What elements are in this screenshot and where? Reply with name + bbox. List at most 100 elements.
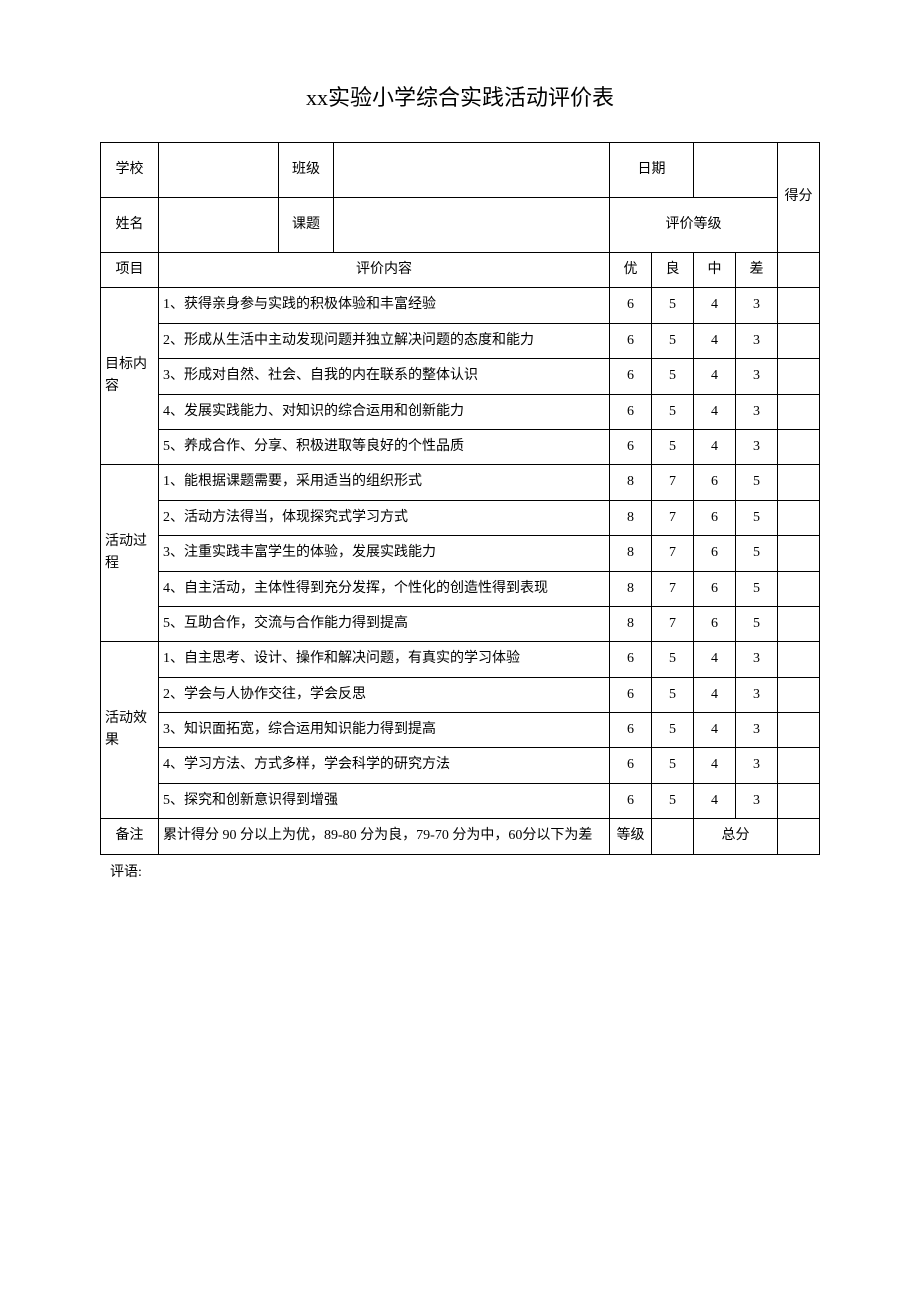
s3-r1-s1: 5 (652, 642, 694, 677)
remarks-text: 累计得分 90 分以上为优，89-80 分为良，79-70 分为中，60分以下为… (159, 819, 610, 854)
class-value[interactable] (334, 143, 610, 198)
s2-r2-s2: 6 (694, 500, 736, 535)
s2-r5-s3: 5 (736, 606, 778, 641)
s1-r1-s0: 6 (610, 288, 652, 323)
s1-r4-s0: 6 (610, 394, 652, 429)
s2-r3-s3: 5 (736, 536, 778, 571)
grade-good: 良 (652, 253, 694, 288)
date-label: 日期 (610, 143, 694, 198)
name-label: 姓名 (101, 198, 159, 253)
topic-label: 课题 (279, 198, 334, 253)
s1-r3-s3: 3 (736, 359, 778, 394)
s2-r1-s2: 6 (694, 465, 736, 500)
grade-medium: 中 (694, 253, 736, 288)
s1-r1-s1: 5 (652, 288, 694, 323)
s3-r3-s2: 4 (694, 713, 736, 748)
s1-r1-s3: 3 (736, 288, 778, 323)
s1-r4-s2: 4 (694, 394, 736, 429)
s2-r1-s3: 5 (736, 465, 778, 500)
s1-r3-score[interactable] (778, 359, 820, 394)
s2-r4-text: 4、自主活动，主体性得到充分发挥，个性化的创造性得到表现 (159, 571, 610, 606)
s3-r4-score[interactable] (778, 748, 820, 783)
s1-r1-s2: 4 (694, 288, 736, 323)
s1-r2-score[interactable] (778, 323, 820, 358)
s3-r5-s0: 6 (610, 783, 652, 818)
s3-r5-s1: 5 (652, 783, 694, 818)
s3-r4-s3: 3 (736, 748, 778, 783)
s3-r2-s0: 6 (610, 677, 652, 712)
s1-r1-text: 1、获得亲身参与实践的积极体验和丰富经验 (159, 288, 610, 323)
school-label: 学校 (101, 143, 159, 198)
s1-r3-s2: 4 (694, 359, 736, 394)
topic-value[interactable] (334, 198, 610, 253)
s1-r3-s1: 5 (652, 359, 694, 394)
s3-r2-s3: 3 (736, 677, 778, 712)
s3-r2-s2: 4 (694, 677, 736, 712)
score-label: 得分 (778, 143, 820, 253)
name-value[interactable] (159, 198, 279, 253)
s1-r5-score[interactable] (778, 429, 820, 464)
s3-r1-s3: 3 (736, 642, 778, 677)
s1-r2-s3: 3 (736, 323, 778, 358)
date-value[interactable] (694, 143, 778, 198)
section-3-label: 活动效果 (101, 642, 159, 819)
page-title: xx实验小学综合实践活动评价表 (100, 80, 820, 112)
grade-value[interactable] (652, 819, 694, 854)
s3-r1-s0: 6 (610, 642, 652, 677)
s1-r3-text: 3、形成对自然、社会、自我的内在联系的整体认识 (159, 359, 610, 394)
s2-r5-text: 5、互助合作，交流与合作能力得到提高 (159, 606, 610, 641)
s2-r3-text: 3、注重实践丰富学生的体验，发展实践能力 (159, 536, 610, 571)
s3-r2-text: 2、学会与人协作交往，学会反思 (159, 677, 610, 712)
s1-r4-s1: 5 (652, 394, 694, 429)
eval-content-label: 评价内容 (159, 253, 610, 288)
s2-r1-text: 1、能根据课题需要，采用适当的组织形式 (159, 465, 610, 500)
s2-r3-score[interactable] (778, 536, 820, 571)
s2-r3-s2: 6 (694, 536, 736, 571)
school-value[interactable] (159, 143, 279, 198)
section-2-label: 活动过程 (101, 465, 159, 642)
class-label: 班级 (279, 143, 334, 198)
s2-r1-score[interactable] (778, 465, 820, 500)
total-label: 总分 (694, 819, 778, 854)
s1-r2-s1: 5 (652, 323, 694, 358)
s3-r3-s3: 3 (736, 713, 778, 748)
comment-label: 评语: (100, 861, 820, 881)
s1-r5-s3: 3 (736, 429, 778, 464)
s2-r5-score[interactable] (778, 606, 820, 641)
s2-r4-score[interactable] (778, 571, 820, 606)
rating-level-label: 评价等级 (610, 198, 778, 253)
s1-r2-s2: 4 (694, 323, 736, 358)
s1-r4-s3: 3 (736, 394, 778, 429)
s3-r5-score[interactable] (778, 783, 820, 818)
s2-r1-s0: 8 (610, 465, 652, 500)
s2-r5-s2: 6 (694, 606, 736, 641)
s2-r4-s3: 5 (736, 571, 778, 606)
s2-r3-s0: 8 (610, 536, 652, 571)
s1-r5-s2: 4 (694, 429, 736, 464)
s3-r3-score[interactable] (778, 713, 820, 748)
s3-r4-s1: 5 (652, 748, 694, 783)
s1-r1-score[interactable] (778, 288, 820, 323)
s1-r4-score[interactable] (778, 394, 820, 429)
s3-r5-text: 5、探究和创新意识得到增强 (159, 783, 610, 818)
s3-r4-s2: 4 (694, 748, 736, 783)
total-value[interactable] (778, 819, 820, 854)
grade-poor: 差 (736, 253, 778, 288)
s3-r1-score[interactable] (778, 642, 820, 677)
s2-r2-s1: 7 (652, 500, 694, 535)
project-label: 项目 (101, 253, 159, 288)
s2-r2-score[interactable] (778, 500, 820, 535)
grade-excellent: 优 (610, 253, 652, 288)
section-1-label: 目标内容 (101, 288, 159, 465)
s2-r2-s3: 5 (736, 500, 778, 535)
s2-r4-s2: 6 (694, 571, 736, 606)
remarks-label: 备注 (101, 819, 159, 854)
s2-r3-s1: 7 (652, 536, 694, 571)
s1-r2-s0: 6 (610, 323, 652, 358)
s3-r1-text: 1、自主思考、设计、操作和解决问题，有真实的学习体验 (159, 642, 610, 677)
s3-r4-s0: 6 (610, 748, 652, 783)
s3-r3-s0: 6 (610, 713, 652, 748)
s3-r2-score[interactable] (778, 677, 820, 712)
s2-r4-s1: 7 (652, 571, 694, 606)
s2-r5-s1: 7 (652, 606, 694, 641)
